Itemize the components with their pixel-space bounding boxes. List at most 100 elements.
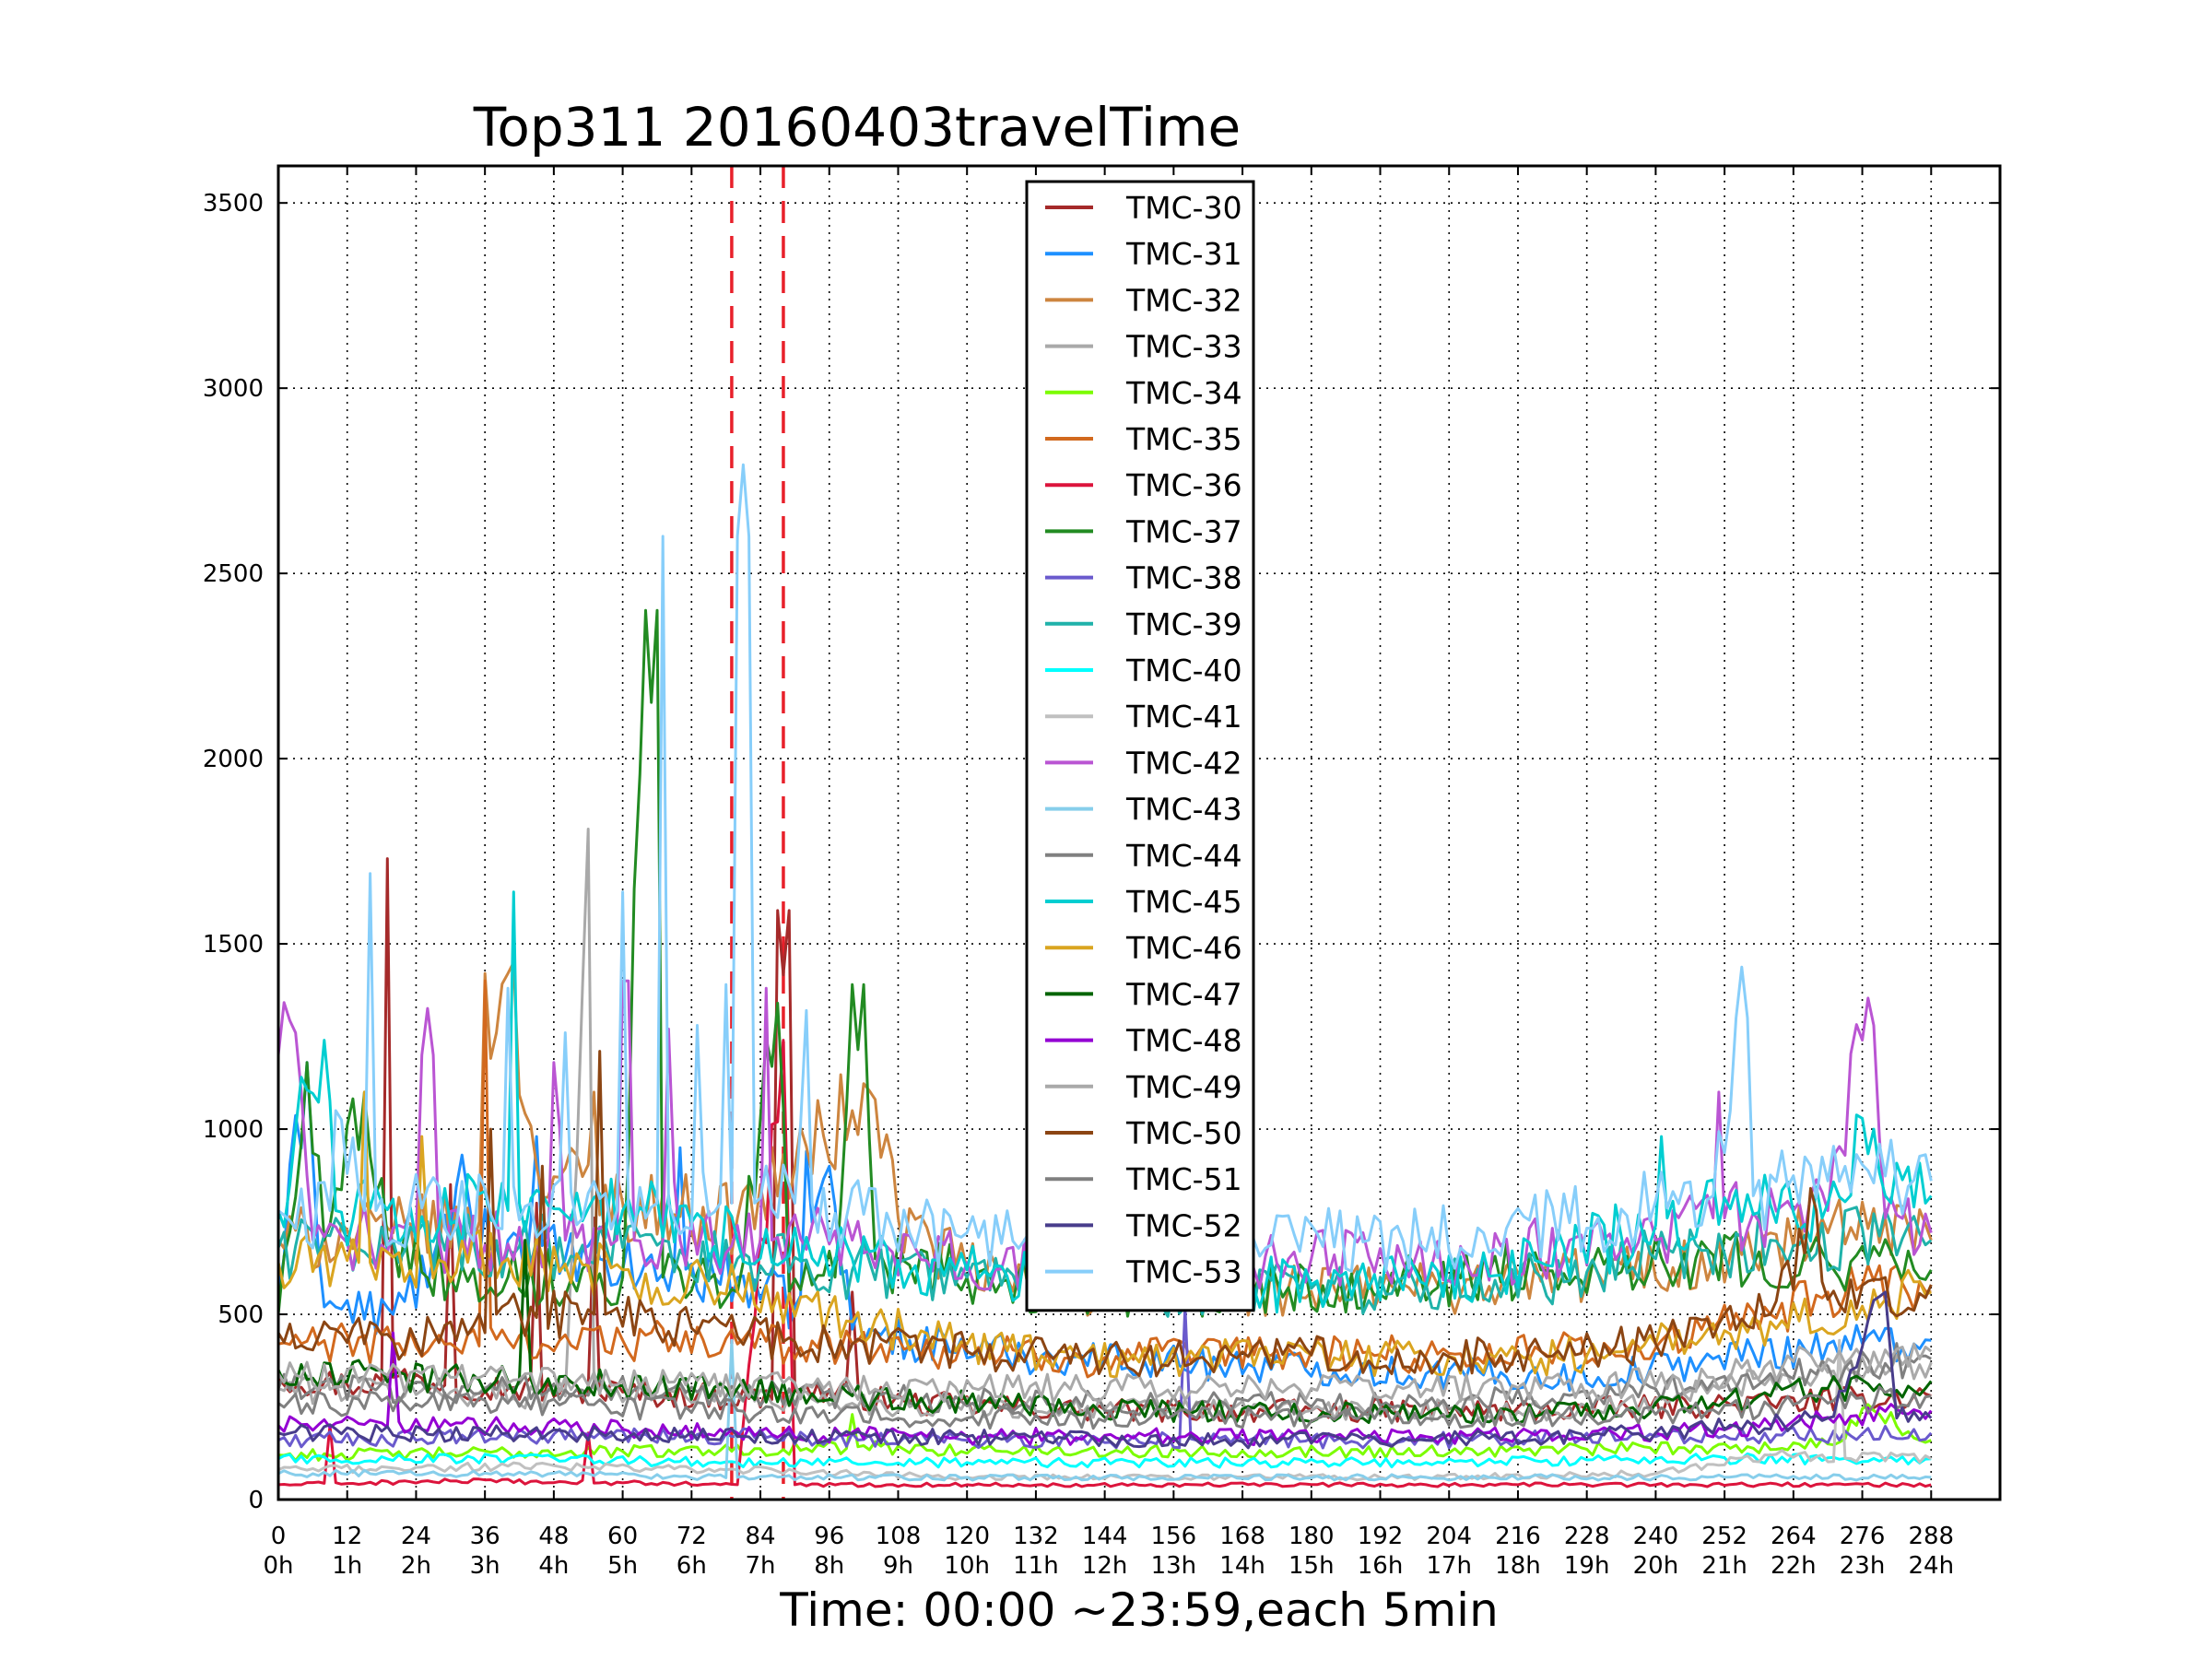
series-lines [276, 463, 1933, 1488]
x-tick-hour-label: 22h [1771, 1552, 1817, 1580]
x-tick-hour-label: 18h [1495, 1552, 1541, 1580]
x-tick-label: 36 [470, 1523, 500, 1550]
series-line [277, 1305, 1933, 1450]
series-line [277, 1039, 1932, 1488]
x-tick-hour-label: 4h [538, 1552, 569, 1580]
x-tick-label: 12 [332, 1523, 362, 1550]
x-tick-label: 240 [1633, 1523, 1679, 1550]
legend-label: TMC-52 [1125, 1207, 1242, 1243]
x-tick-label: 156 [1151, 1523, 1197, 1550]
x-axis-label: Time: 00:00 ~23:59,each 5min [779, 1583, 1499, 1637]
x-tick-label: 48 [538, 1523, 569, 1550]
x-tick-hour-label: 6h [677, 1552, 707, 1580]
y-tick-label: 2000 [203, 746, 264, 773]
x-tick-hour-label: 21h [1701, 1552, 1747, 1580]
legend-label: TMC-53 [1125, 1254, 1242, 1290]
legend: TMC-30 TMC-31 TMC-32 TMC-33 TMC-34 TMC-35 TMC-… [1025, 180, 1255, 1312]
x-tick-label: 276 [1840, 1523, 1886, 1550]
x-tick-hour-label: 11h [1013, 1552, 1059, 1580]
x-tick-label: 288 [1908, 1523, 1954, 1550]
series-line [277, 1290, 1933, 1450]
legend-label: TMC-34 [1125, 375, 1242, 411]
x-tick-hour-label: 23h [1840, 1552, 1886, 1580]
y-tick-label: 3500 [203, 190, 264, 218]
x-tick-label: 144 [1082, 1523, 1128, 1550]
x-tick-label: 24 [401, 1523, 431, 1550]
series-line [276, 1342, 1932, 1418]
x-tick-label: 108 [876, 1523, 922, 1550]
x-tick-hour-label: 5h [607, 1552, 638, 1580]
x-tick-hour-label: 7h [746, 1552, 776, 1580]
x-tick-label: 60 [607, 1523, 638, 1550]
legend-label: TMC-44 [1125, 838, 1242, 874]
series-line [277, 1452, 1932, 1469]
legend-box [1025, 180, 1255, 1312]
y-tick-label: 500 [218, 1301, 264, 1329]
legend-label: TMC-36 [1125, 467, 1242, 503]
x-tick-label: 96 [814, 1523, 844, 1550]
legend-label: TMC-46 [1125, 930, 1242, 966]
y-tick-label: 0 [248, 1487, 264, 1514]
axis-ticks: 00h121h242h363h484h605h726h847h968h1089h… [203, 166, 2000, 1580]
legend-label: TMC-30 [1125, 190, 1242, 226]
x-tick-label: 132 [1013, 1523, 1059, 1550]
chart-title: Top311 20160403travelTime [473, 96, 1241, 159]
x-tick-label: 168 [1219, 1523, 1265, 1550]
x-tick-label: 72 [677, 1523, 707, 1550]
legend-label: TMC-42 [1125, 745, 1242, 781]
x-tick-label: 216 [1495, 1523, 1541, 1550]
legend-label: TMC-33 [1125, 329, 1242, 365]
x-tick-label: 252 [1701, 1523, 1747, 1550]
x-tick-label: 192 [1358, 1523, 1404, 1550]
x-tick-hour-label: 16h [1358, 1552, 1404, 1580]
legend-label: TMC-48 [1125, 1023, 1242, 1059]
x-tick-hour-label: 19h [1564, 1552, 1610, 1580]
legend-label: TMC-31 [1125, 236, 1242, 272]
y-tick-label: 1500 [203, 931, 264, 959]
x-tick-hour-label: 20h [1633, 1552, 1679, 1580]
legend-label: TMC-41 [1125, 699, 1242, 735]
series-line [277, 1403, 1932, 1463]
x-tick-hour-label: 24h [1908, 1552, 1954, 1580]
x-tick-label: 0 [271, 1523, 287, 1550]
x-tick-label: 228 [1564, 1523, 1610, 1550]
series-line [277, 1338, 1932, 1482]
x-tick-label: 264 [1771, 1523, 1817, 1550]
legend-label: TMC-35 [1125, 421, 1242, 457]
x-tick-hour-label: 3h [470, 1552, 500, 1580]
x-tick-label: 204 [1426, 1523, 1472, 1550]
vertical-markers [730, 166, 785, 1500]
x-tick-hour-label: 9h [883, 1552, 913, 1580]
legend-label: TMC-37 [1125, 513, 1242, 549]
legend-label: TMC-39 [1125, 606, 1242, 642]
y-tick-label: 3000 [203, 375, 264, 403]
x-tick-label: 180 [1288, 1523, 1335, 1550]
legend-label: TMC-45 [1125, 884, 1242, 920]
x-tick-label: 84 [745, 1523, 775, 1550]
x-tick-hour-label: 2h [401, 1552, 431, 1580]
legend-label: TMC-49 [1125, 1069, 1242, 1105]
x-tick-hour-label: 17h [1426, 1552, 1472, 1580]
x-tick-hour-label: 13h [1151, 1552, 1197, 1580]
x-tick-hour-label: 12h [1082, 1552, 1128, 1580]
x-tick-hour-label: 15h [1288, 1552, 1335, 1580]
series-line [277, 1338, 1933, 1482]
legend-label: TMC-32 [1125, 282, 1242, 318]
series-line [276, 1050, 1933, 1378]
plot-frame [276, 164, 2002, 1501]
series-line [277, 1385, 1932, 1430]
y-tick-label: 2500 [203, 560, 264, 588]
legend-label: TMC-38 [1125, 560, 1242, 596]
y-tick-label: 1000 [203, 1116, 264, 1144]
legend-label: TMC-47 [1125, 976, 1242, 1012]
x-tick-hour-label: 1h [332, 1552, 362, 1580]
x-tick-label: 120 [944, 1523, 990, 1550]
legend-label: TMC-40 [1125, 653, 1242, 688]
series-line [276, 1342, 1933, 1404]
x-tick-hour-label: 10h [944, 1552, 990, 1580]
series-line [277, 979, 1932, 1379]
legend-label: TMC-50 [1125, 1115, 1242, 1151]
legend-label: TMC-51 [1125, 1161, 1242, 1197]
